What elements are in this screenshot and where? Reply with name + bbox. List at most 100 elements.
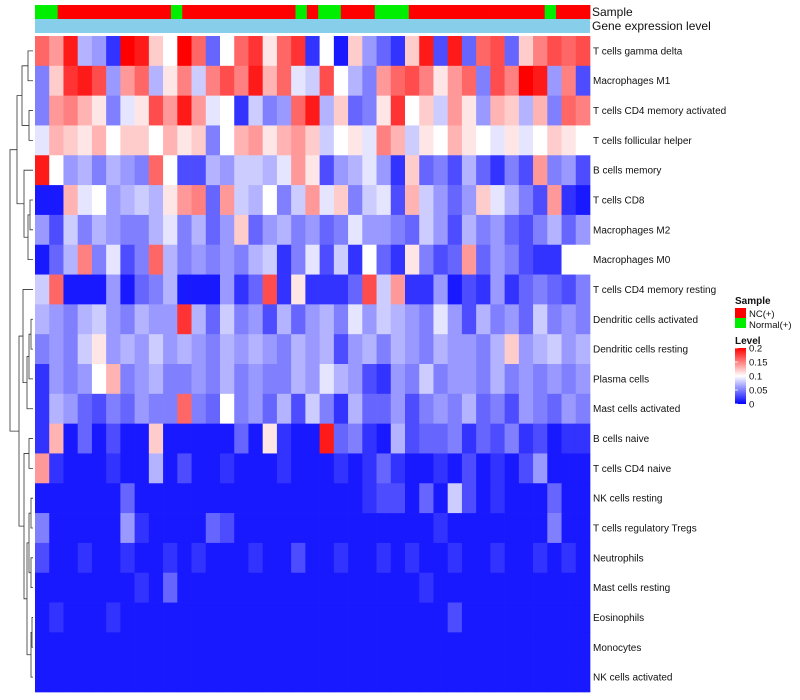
- heatmap-cell: [120, 393, 135, 424]
- heatmap-cell: [490, 602, 505, 633]
- heatmap-cell: [49, 423, 64, 454]
- heatmap-cell: [163, 155, 178, 186]
- heatmap-cell: [533, 274, 548, 305]
- heatmap-cell: [234, 214, 249, 246]
- heatmap-cell: [504, 364, 520, 395]
- heatmap-cell: [35, 214, 50, 246]
- heatmap-cell: [49, 155, 64, 186]
- heatmap-cell: [561, 572, 577, 603]
- heatmap-cell: [376, 632, 392, 663]
- heatmap-cell: [276, 65, 292, 96]
- sample-annotation-cell: [204, 5, 217, 19]
- level-tick-label: 0.05: [749, 385, 768, 396]
- heatmap-cell: [134, 483, 150, 514]
- heatmap-cell: [305, 95, 320, 126]
- heatmap-cell: [390, 304, 406, 335]
- heatmap-cell: [575, 364, 591, 395]
- heatmap-cell: [291, 542, 306, 574]
- heatmap-cell: [177, 155, 192, 186]
- heatmap-cell: [63, 542, 79, 574]
- heatmap-cell: [248, 155, 264, 186]
- heatmap-cell: [362, 334, 377, 365]
- heatmap-cell: [91, 572, 107, 603]
- heatmap-cell: [405, 364, 420, 395]
- heatmap-cell: [561, 274, 577, 305]
- heatmap-cell: [49, 65, 64, 96]
- heatmap-cell: [561, 602, 577, 633]
- heatmap-cell: [476, 214, 491, 246]
- heatmap-cell: [305, 602, 320, 633]
- heatmap-cell: [561, 334, 577, 365]
- heatmap-cell: [547, 423, 562, 454]
- heatmap-cell: [148, 95, 164, 126]
- sample-annotation-cell: [510, 5, 523, 19]
- heatmap-cell: [305, 483, 320, 514]
- heatmap-cell: [333, 662, 349, 693]
- heatmap-cell: [561, 662, 577, 693]
- heatmap-cell: [77, 393, 93, 424]
- heatmap-cell: [476, 36, 491, 67]
- heatmap-cell: [276, 95, 292, 126]
- heatmap-cell: [49, 214, 64, 246]
- dendrogram-branch: [30, 318, 33, 350]
- heatmap-cell: [177, 244, 192, 275]
- heatmap-cell: [376, 334, 392, 365]
- heatmap-cell: [248, 334, 264, 365]
- heatmap-cell: [490, 185, 505, 216]
- heatmap-cell: [134, 572, 150, 603]
- heatmap-cell: [461, 572, 477, 603]
- heatmap-cell: [376, 572, 392, 603]
- heatmap-cell: [348, 304, 363, 335]
- row-label: Mast cells activated: [593, 404, 680, 415]
- heatmap-cell: [461, 65, 477, 96]
- heatmap-cell: [148, 155, 164, 186]
- heatmap-cell: [163, 393, 178, 424]
- sample-annotation-cell: [272, 5, 285, 19]
- heatmap-cell: [220, 274, 235, 305]
- heatmap-cell: [91, 542, 107, 574]
- heatmap-cell: [91, 602, 107, 633]
- heatmap-cell: [447, 65, 463, 96]
- heatmap-cell: [205, 214, 221, 246]
- heatmap-cell: [106, 334, 121, 365]
- heatmap-cell: [163, 214, 178, 246]
- heatmap-cell: [518, 334, 534, 365]
- heatmap-cell: [49, 244, 64, 275]
- heatmap-cell: [234, 155, 249, 186]
- heatmap-cell: [447, 244, 463, 275]
- heatmap-cell: [319, 214, 335, 246]
- heatmap-cell: [262, 36, 278, 67]
- heatmap-cell: [276, 185, 292, 216]
- heatmap-cell: [575, 453, 591, 484]
- heatmap-cell: [348, 364, 363, 395]
- heatmap-cell: [575, 155, 591, 186]
- heatmap-cell: [533, 572, 548, 603]
- heatmap-cell: [291, 423, 306, 454]
- row-label: B cells naive: [593, 434, 650, 445]
- heatmap-cell: [91, 632, 107, 663]
- heatmap-cell: [120, 513, 135, 544]
- heatmap-cell: [134, 274, 150, 305]
- heatmap-cell: [134, 95, 150, 126]
- heatmap-cell: [276, 483, 292, 514]
- heatmap-cell: [262, 304, 278, 335]
- heatmap-cell: [148, 542, 164, 574]
- heatmap-cell: [220, 364, 235, 395]
- heatmap-cell: [205, 364, 221, 395]
- heatmap-cell: [35, 453, 50, 484]
- heatmap-cell: [305, 65, 320, 96]
- heatmap-cell: [362, 542, 377, 574]
- dendrogram-branch: [26, 356, 33, 410]
- heatmap-cell: [134, 244, 150, 275]
- heatmap-cell: [262, 65, 278, 96]
- heatmap-cell: [305, 393, 320, 424]
- row-label: Neutrophils: [593, 553, 644, 564]
- heatmap-cell: [433, 483, 449, 514]
- heatmap-cell: [319, 125, 335, 156]
- heatmap-cell: [63, 483, 79, 514]
- heatmap-cell: [319, 453, 335, 484]
- heatmap-cell: [490, 334, 505, 365]
- sample-annotation-cell: [363, 5, 376, 19]
- heatmap-cell: [461, 632, 477, 663]
- heatmap-cell: [248, 304, 264, 335]
